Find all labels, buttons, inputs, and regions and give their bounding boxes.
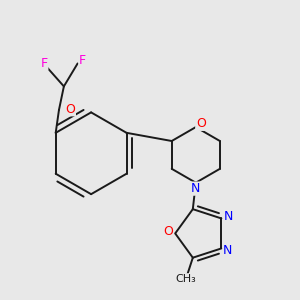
Text: O: O <box>164 225 174 238</box>
Text: CH₃: CH₃ <box>175 274 196 284</box>
Text: N: N <box>191 182 200 195</box>
Text: F: F <box>41 57 48 70</box>
Text: N: N <box>223 244 232 256</box>
Text: N: N <box>224 210 233 223</box>
Text: O: O <box>196 117 206 130</box>
Text: O: O <box>65 103 75 116</box>
Text: F: F <box>79 54 86 67</box>
